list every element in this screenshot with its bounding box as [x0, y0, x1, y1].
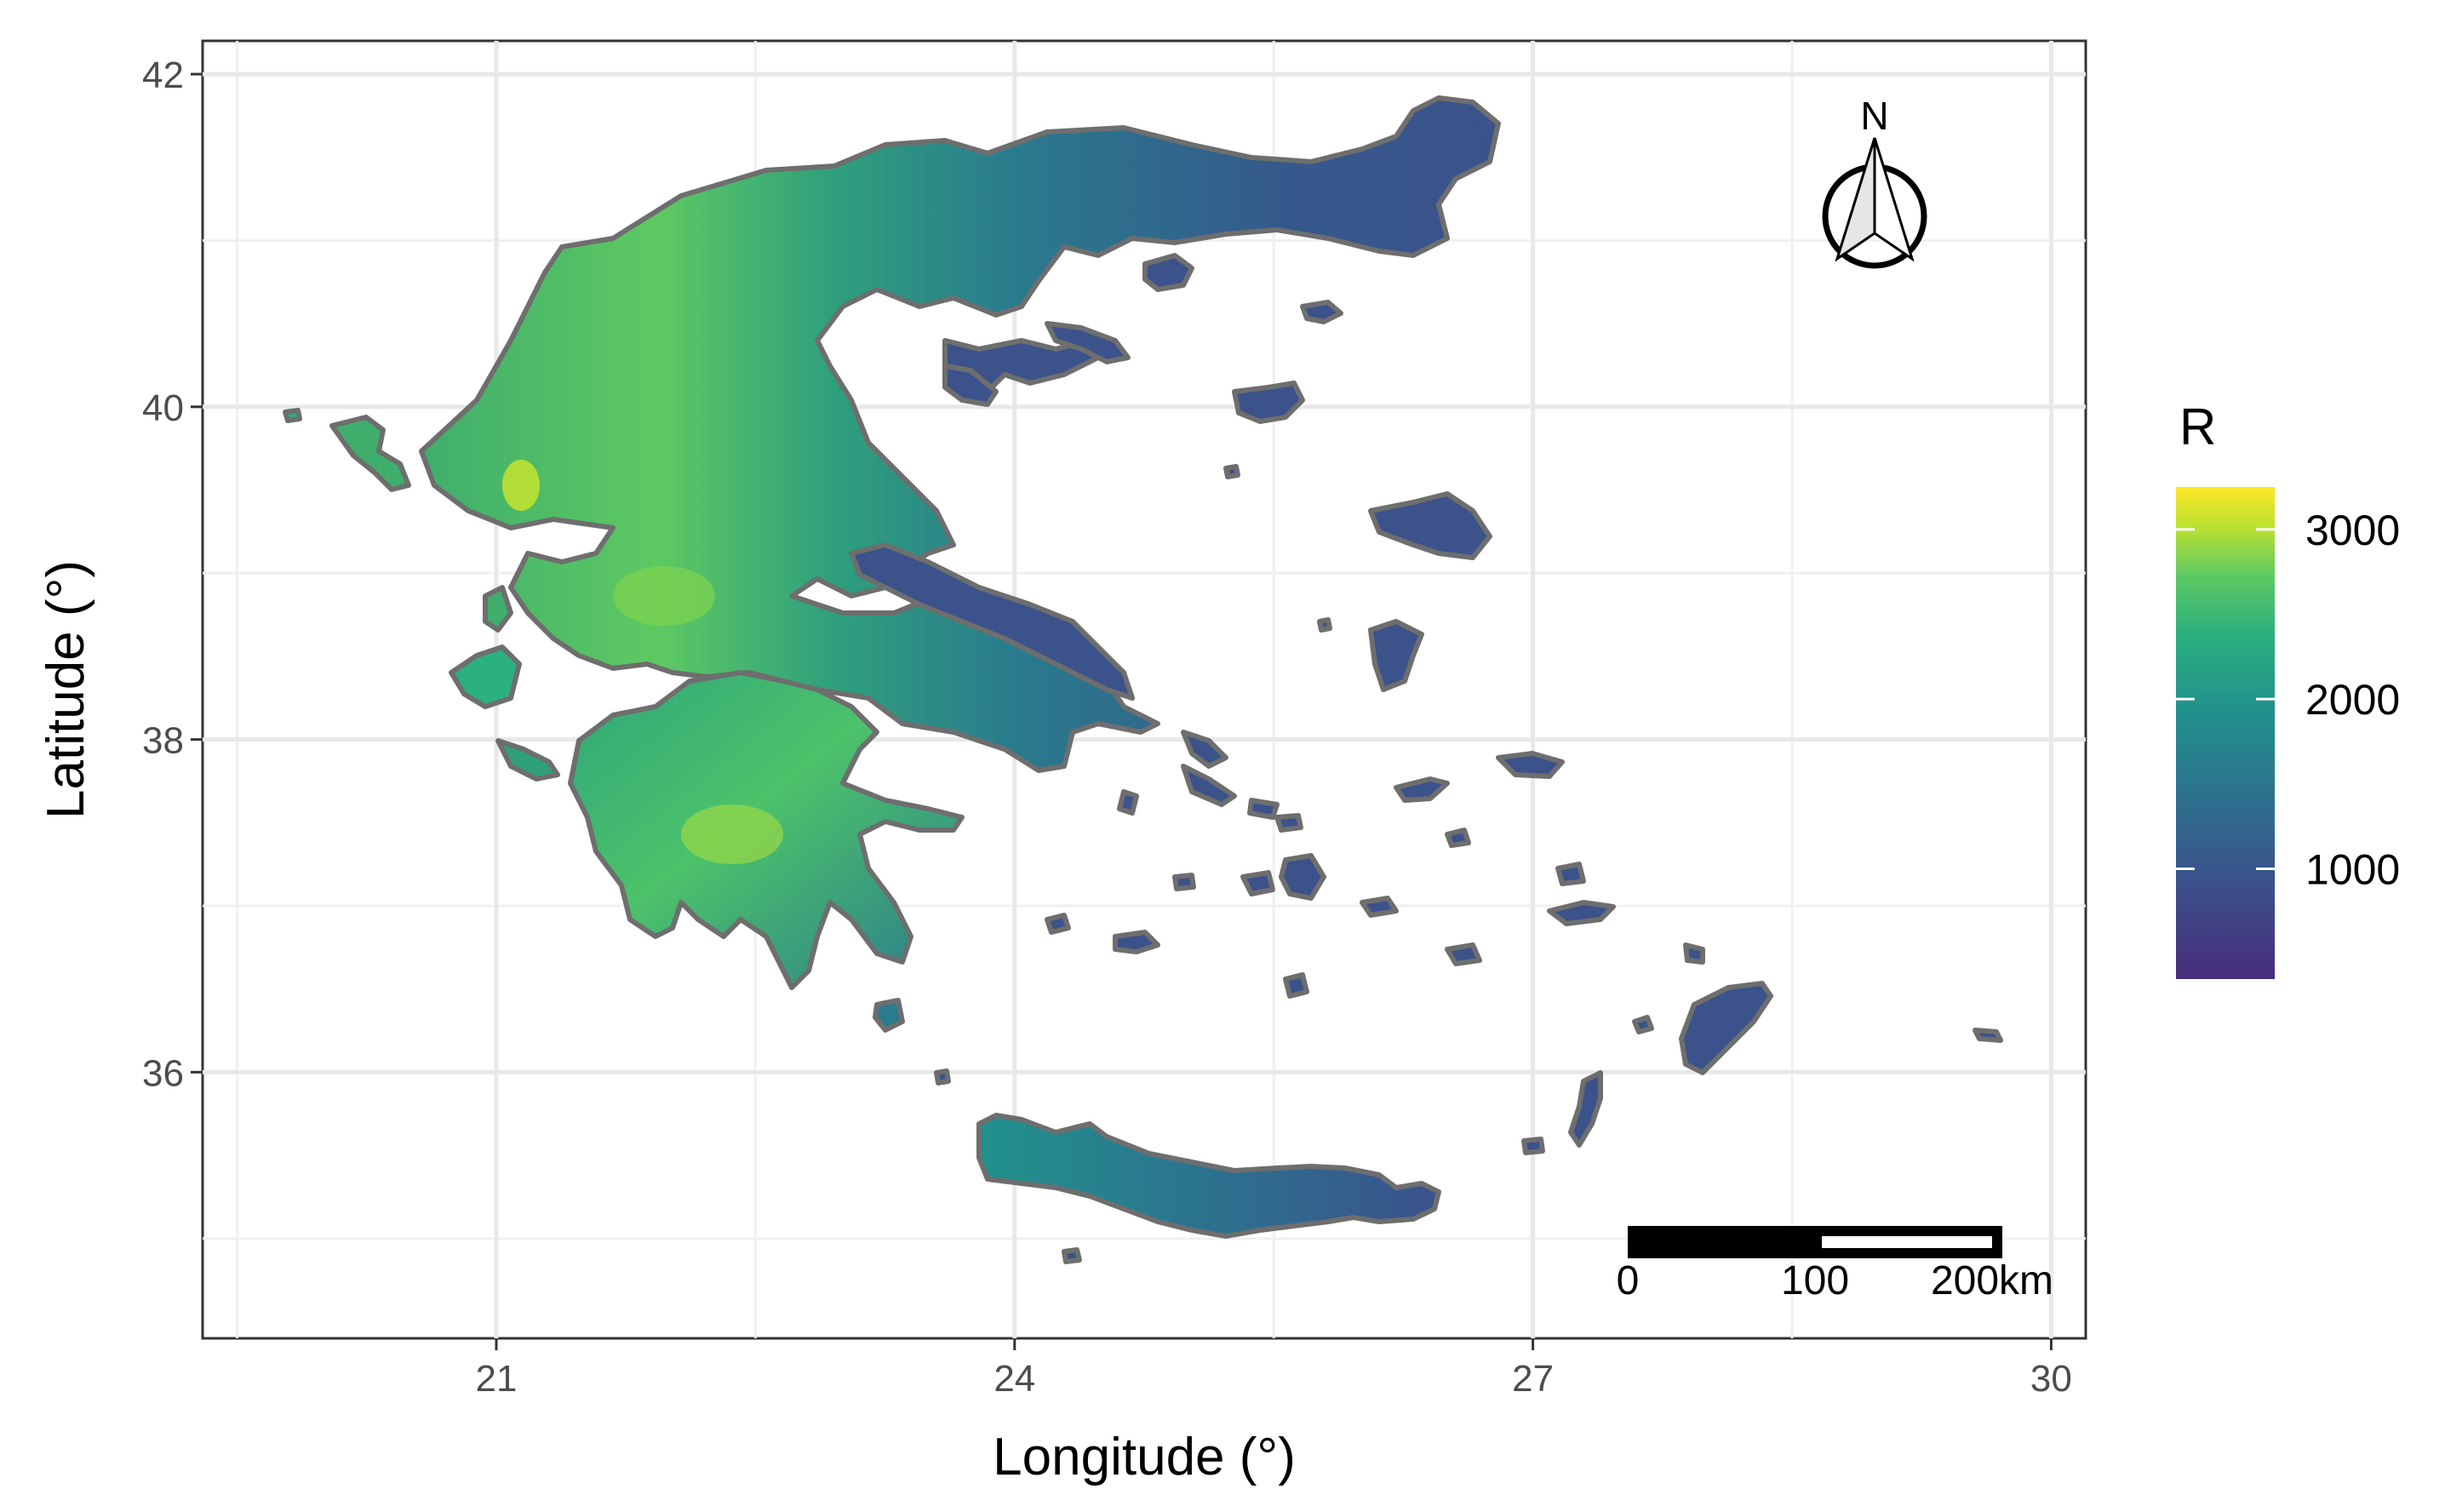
- sithonia-peninsula: [942, 364, 999, 407]
- legend-title: R: [2179, 398, 2216, 455]
- x-tick-label: 21: [476, 1358, 518, 1400]
- y-tick-label: 36: [142, 1052, 184, 1094]
- scale-label-0: 0: [1617, 1258, 1640, 1303]
- santorini-island: [1283, 972, 1309, 999]
- panel-background: [201, 39, 2087, 1340]
- scale-bar-segment-black: [1628, 1226, 1822, 1258]
- lesbos-island: [1368, 491, 1492, 560]
- islet-10: [1445, 828, 1471, 848]
- north-arrow-right-half: [1873, 137, 1915, 262]
- kythira-island: [873, 998, 905, 1033]
- karpathos-island: [1568, 1070, 1603, 1148]
- pindus-highlight: [502, 460, 540, 511]
- legend-label: 2000: [2305, 676, 2400, 724]
- peloponnese-highlight: [681, 805, 783, 864]
- y-tick-label: 38: [142, 720, 184, 762]
- amorgos-island: [1360, 896, 1399, 918]
- scale-bar: 0 100 200km: [1617, 1226, 2053, 1303]
- corfu-island: [329, 415, 411, 492]
- x-axis-title: Longitude (°): [993, 1428, 1296, 1486]
- x-tick-label: 24: [993, 1358, 1035, 1400]
- x-tick-label: 27: [1512, 1358, 1554, 1400]
- naxos-island: [1279, 853, 1326, 901]
- islet-4: [934, 1068, 951, 1085]
- islet-6: [1683, 942, 1705, 965]
- islet-7: [1521, 1137, 1545, 1155]
- map-panel: [201, 39, 2087, 1340]
- thasos-island: [1142, 253, 1194, 292]
- skyros-island: [1181, 730, 1228, 769]
- evia-island: [849, 542, 1135, 701]
- mykonos-island: [1274, 813, 1303, 833]
- samothrace-island: [1300, 300, 1343, 324]
- north-arrow-label: N: [1860, 94, 1888, 138]
- islet-2: [1317, 617, 1332, 633]
- kos-island: [1547, 900, 1616, 926]
- islet-3: [1632, 1015, 1654, 1034]
- paros-island: [1240, 870, 1275, 896]
- legend: R 3000 2000 1000: [2176, 398, 2400, 979]
- kalymnos-island: [1555, 862, 1586, 886]
- andros-island: [1181, 764, 1237, 807]
- y-tick-label: 42: [142, 54, 184, 96]
- kefalonia-island: [449, 644, 522, 709]
- legend-colorbar: [2176, 487, 2275, 979]
- islet-1: [1223, 464, 1240, 479]
- x-axis: 21 24 27 30: [476, 1338, 2072, 1400]
- scale-bar-segment-white-inner: [1822, 1236, 1992, 1248]
- gavdos-island: [1062, 1247, 1082, 1264]
- athos-peninsula: [1045, 321, 1131, 364]
- rhodes-island: [1679, 981, 1773, 1075]
- milos-island: [1113, 930, 1160, 954]
- y-tick-label: 40: [142, 387, 184, 429]
- zakynthos-island: [495, 738, 560, 782]
- islet-9: [1172, 873, 1196, 891]
- chios-island: [1368, 619, 1424, 692]
- lemnos-island: [1232, 381, 1305, 424]
- ionian-islet-a: [283, 408, 302, 423]
- kea-island: [1117, 789, 1139, 816]
- high-elevation-highlights: [502, 460, 783, 864]
- lefkada-island: [483, 585, 513, 633]
- ikaria-island: [1394, 776, 1450, 803]
- samos-island: [1496, 751, 1565, 779]
- y-axis: 42 40 38 36: [142, 54, 203, 1094]
- islet-8: [1045, 913, 1071, 935]
- north-arrow: N: [1822, 94, 1927, 269]
- central-highlight: [613, 566, 715, 626]
- legend-ticks: 3000 2000 1000: [2176, 507, 2400, 893]
- legend-label: 3000: [2305, 507, 2400, 554]
- scale-label-100: 100: [1781, 1258, 1849, 1303]
- astypalaia-island: [1445, 942, 1482, 966]
- legend-label: 1000: [2305, 845, 2400, 893]
- tinos-island: [1247, 798, 1280, 820]
- crete-island: [976, 1113, 1441, 1239]
- islet-5: [1973, 1028, 2003, 1043]
- x-tick-label: 30: [2030, 1358, 2072, 1400]
- y-axis-title: Latitude (°): [37, 560, 95, 819]
- scale-label-200km: 200km: [1931, 1258, 2053, 1303]
